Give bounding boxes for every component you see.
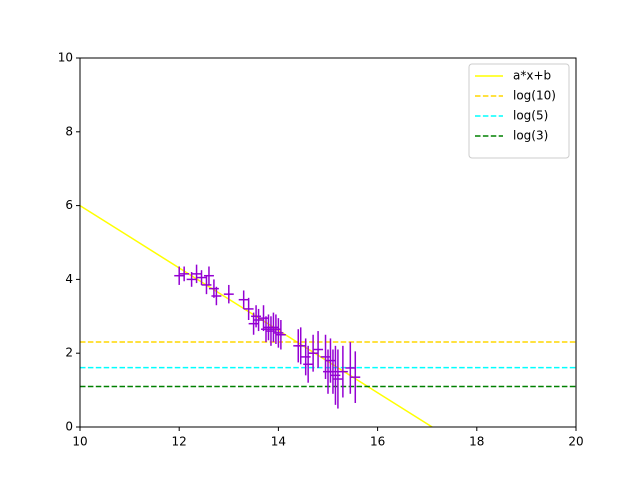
y-tick-label: 10	[58, 51, 73, 65]
axes-frame	[79, 57, 577, 428]
x-tick-label: 10	[72, 435, 87, 449]
x-tick-label: 20	[568, 435, 583, 449]
x-tick-label: 18	[469, 435, 484, 449]
plot-area	[80, 204, 576, 427]
legend-label: a*x+b	[513, 69, 551, 83]
legend-label: log(10)	[513, 89, 556, 103]
legend-label: log(5)	[513, 109, 548, 123]
legend-label: log(3)	[513, 129, 548, 143]
x-tick-label: 16	[370, 435, 385, 449]
x-tick-label: 12	[172, 435, 187, 449]
y-tick-label: 2	[65, 346, 73, 360]
legend-box	[468, 63, 570, 159]
y-tick-label: 4	[65, 272, 73, 286]
y-tick-label: 6	[65, 198, 73, 212]
y-tick-label: 0	[65, 420, 73, 434]
x-tick-label: 14	[271, 435, 286, 449]
y-tick-label: 8	[65, 124, 73, 138]
